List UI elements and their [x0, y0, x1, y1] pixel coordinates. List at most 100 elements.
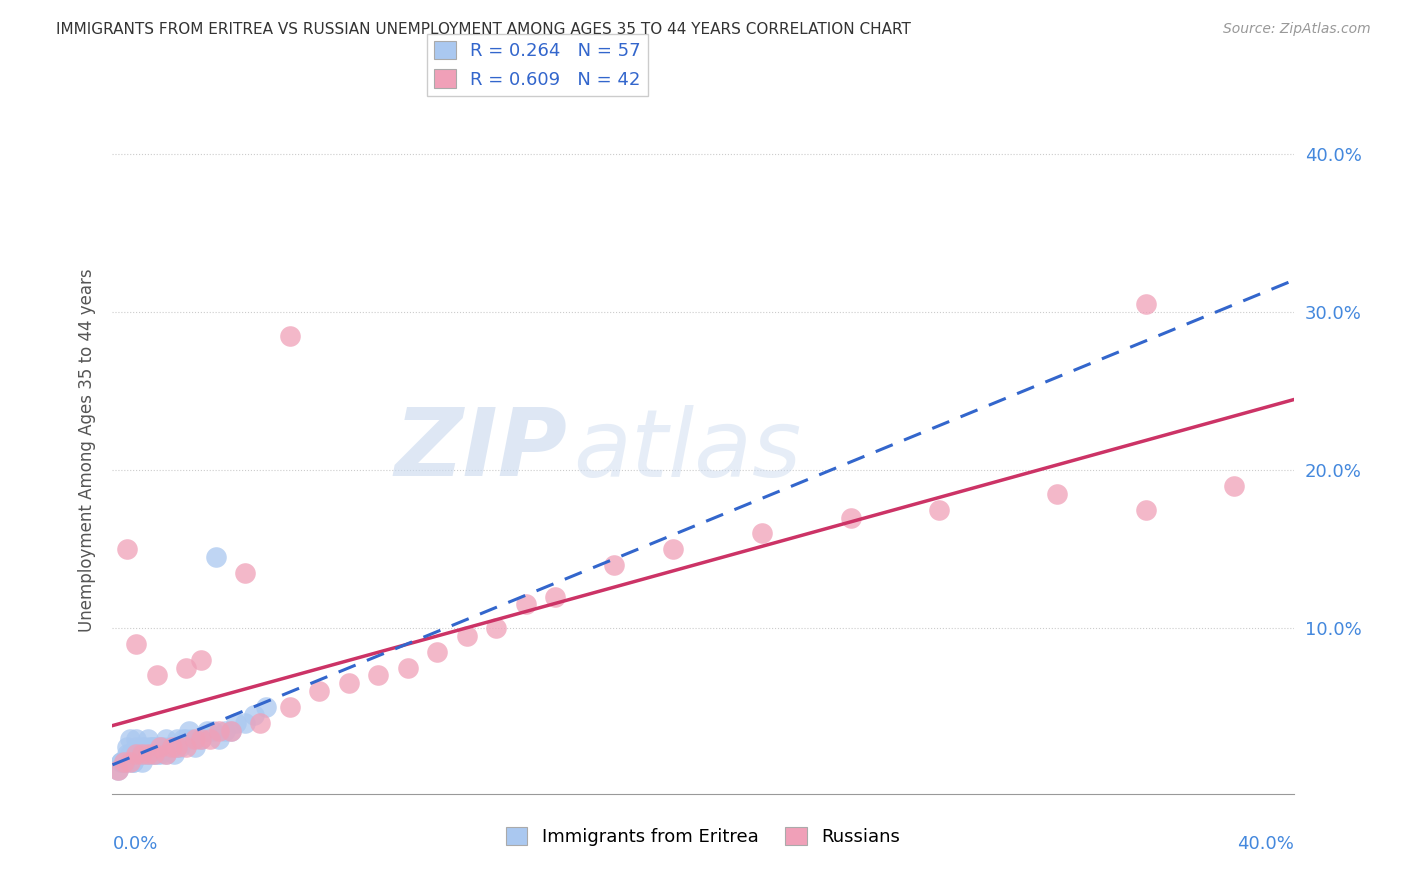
- Point: [190, 653, 212, 667]
- Point: [125, 747, 148, 762]
- Point: [174, 660, 197, 674]
- Point: [515, 598, 537, 612]
- Point: [205, 549, 228, 564]
- Point: [426, 645, 449, 659]
- Point: [131, 739, 153, 754]
- Point: [112, 756, 135, 770]
- Point: [117, 739, 138, 754]
- Point: [149, 747, 172, 762]
- Point: [157, 739, 180, 754]
- Point: [125, 747, 148, 762]
- Point: [155, 747, 177, 762]
- Point: [603, 558, 626, 572]
- Point: [174, 731, 197, 746]
- Point: [125, 739, 148, 754]
- Point: [179, 723, 201, 738]
- Point: [146, 747, 169, 762]
- Point: [134, 739, 156, 754]
- Point: [136, 747, 159, 762]
- Point: [110, 756, 132, 770]
- Point: [219, 723, 242, 738]
- Point: [139, 739, 162, 754]
- Point: [190, 731, 212, 746]
- Point: [131, 756, 153, 770]
- Point: [198, 731, 221, 746]
- Point: [249, 715, 271, 730]
- Point: [195, 723, 218, 738]
- Point: [128, 747, 150, 762]
- Point: [155, 747, 177, 762]
- Point: [152, 739, 174, 754]
- Point: [278, 329, 301, 343]
- Point: [166, 739, 188, 754]
- Text: 0.0%: 0.0%: [112, 835, 157, 853]
- Point: [142, 747, 165, 762]
- Text: IMMIGRANTS FROM ERITREA VS RUSSIAN UNEMPLOYMENT AMONG AGES 35 TO 44 YEARS CORREL: IMMIGRANTS FROM ERITREA VS RUSSIAN UNEMP…: [56, 22, 911, 37]
- Point: [751, 526, 773, 541]
- Point: [254, 700, 277, 714]
- Point: [107, 763, 129, 777]
- Point: [139, 739, 162, 754]
- Text: 40.0%: 40.0%: [1237, 835, 1294, 853]
- Point: [166, 739, 188, 754]
- Point: [110, 756, 132, 770]
- Point: [142, 747, 165, 762]
- Point: [122, 756, 145, 770]
- Point: [184, 731, 207, 746]
- Text: ZIP: ZIP: [394, 404, 567, 497]
- Point: [160, 739, 183, 754]
- Point: [233, 566, 256, 580]
- Point: [208, 723, 231, 738]
- Point: [117, 756, 138, 770]
- Point: [149, 739, 172, 754]
- Point: [243, 707, 266, 722]
- Point: [485, 621, 508, 635]
- Point: [112, 756, 135, 770]
- Point: [219, 723, 242, 738]
- Point: [928, 502, 950, 516]
- Point: [190, 731, 212, 746]
- Point: [208, 731, 231, 746]
- Point: [120, 756, 142, 770]
- Point: [225, 715, 247, 730]
- Point: [278, 700, 301, 714]
- Point: [337, 676, 360, 690]
- Point: [396, 660, 419, 674]
- Point: [155, 731, 177, 746]
- Point: [136, 747, 159, 762]
- Point: [456, 629, 478, 643]
- Point: [166, 731, 188, 746]
- Point: [125, 637, 148, 651]
- Point: [1046, 487, 1069, 501]
- Point: [134, 747, 156, 762]
- Point: [120, 731, 142, 746]
- Point: [163, 747, 186, 762]
- Y-axis label: Unemployment Among Ages 35 to 44 years: Unemployment Among Ages 35 to 44 years: [77, 268, 96, 632]
- Legend: Immigrants from Eritrea, Russians: Immigrants from Eritrea, Russians: [498, 820, 908, 854]
- Point: [107, 763, 129, 777]
- Point: [214, 723, 236, 738]
- Point: [184, 739, 207, 754]
- Point: [1135, 297, 1157, 311]
- Point: [181, 731, 204, 746]
- Point: [169, 739, 191, 754]
- Point: [149, 739, 172, 754]
- Point: [146, 739, 169, 754]
- Point: [367, 668, 389, 682]
- Point: [146, 668, 169, 682]
- Point: [112, 756, 135, 770]
- Point: [128, 747, 150, 762]
- Point: [544, 590, 567, 604]
- Point: [201, 723, 224, 738]
- Point: [131, 747, 153, 762]
- Point: [172, 731, 194, 746]
- Point: [233, 715, 256, 730]
- Point: [117, 542, 138, 557]
- Point: [120, 747, 142, 762]
- Point: [139, 747, 162, 762]
- Point: [122, 756, 145, 770]
- Point: [160, 739, 183, 754]
- Point: [142, 739, 165, 754]
- Point: [662, 542, 685, 557]
- Point: [839, 510, 862, 524]
